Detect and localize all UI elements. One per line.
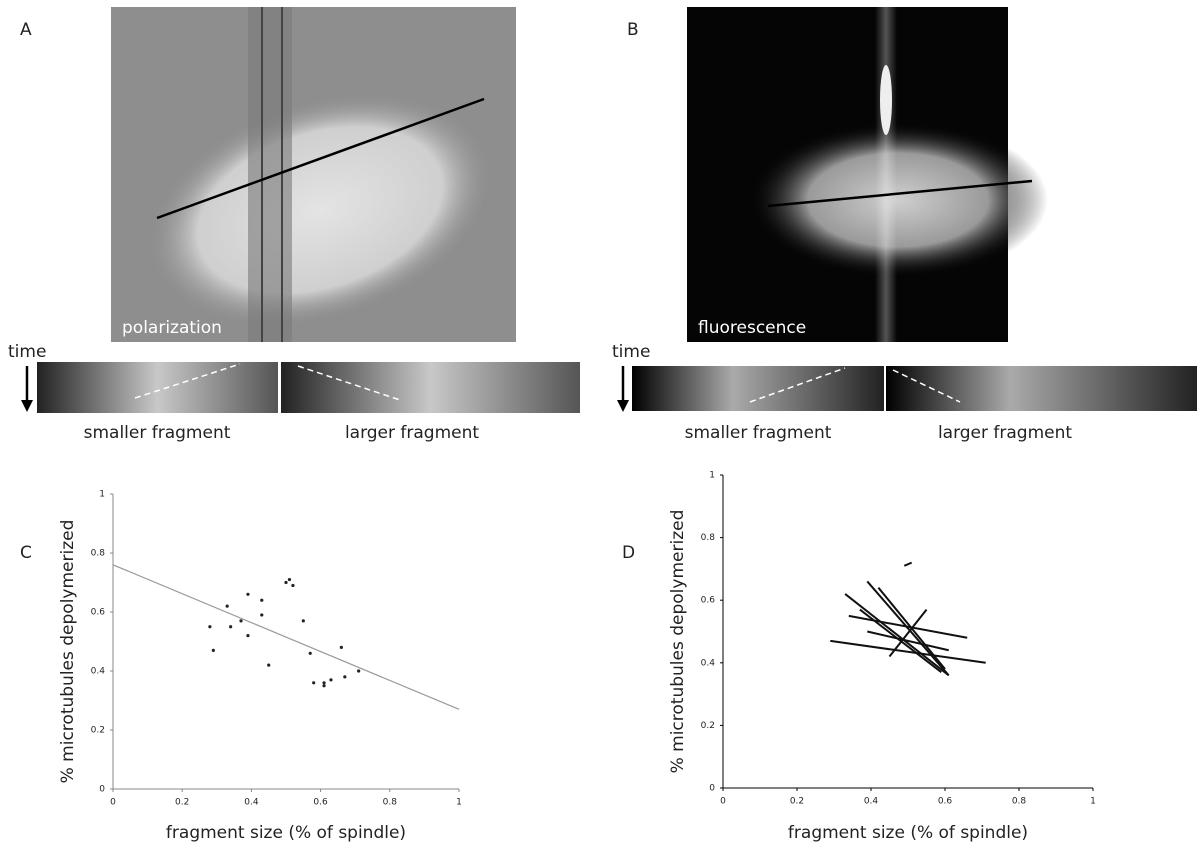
- x-tick-label: 0.6: [938, 797, 953, 807]
- x-tick-label: 0.6: [313, 798, 328, 808]
- x-tick-label: 1: [456, 798, 462, 808]
- y-tick-label: 0.6: [701, 596, 716, 606]
- x-tick-label: 0.8: [1012, 797, 1027, 807]
- fragment-pair-line: [866, 580, 950, 676]
- image-caption: fluorescence: [698, 318, 806, 338]
- fragment-pair-line: [830, 639, 986, 664]
- polarization-image: [111, 7, 516, 342]
- data-point: [339, 645, 343, 650]
- y-tick-label: 1: [709, 471, 715, 481]
- image-caption: polarization: [122, 318, 222, 338]
- kymograph: [632, 366, 1197, 411]
- data-point: [284, 580, 288, 585]
- panel-label: B: [627, 20, 639, 40]
- kymograph-caption: smaller fragment: [685, 423, 832, 443]
- y-tick-label: 0.4: [701, 658, 716, 668]
- fragment-pair-line: [888, 608, 928, 658]
- time-arrow: [617, 366, 629, 412]
- data-point: [260, 613, 264, 617]
- data-point: [260, 598, 264, 602]
- x-tick-label: 0.2: [790, 797, 804, 807]
- y-tick-label: 0.2: [91, 726, 105, 736]
- x-tick-label: 0.8: [383, 798, 398, 808]
- y-tick-label: 0: [99, 785, 105, 795]
- x-tick-label: 0: [720, 797, 726, 807]
- x-tick-label: 0.4: [244, 798, 259, 808]
- data-point: [246, 634, 250, 638]
- y-tick-label: 0.2: [701, 721, 715, 731]
- data-point: [312, 681, 316, 685]
- kymograph-caption: smaller fragment: [84, 423, 231, 443]
- data-point: [239, 619, 243, 623]
- panel-label: D: [622, 543, 635, 563]
- data-point: [291, 583, 295, 588]
- y-tick-label: 0: [709, 784, 715, 794]
- fit-line: [112, 564, 460, 710]
- data-point: [343, 675, 347, 679]
- y-axis-title: % microtubules depolymerized: [668, 510, 688, 774]
- data-point: [267, 663, 271, 667]
- x-axis-title: fragment size (% of spindle): [166, 823, 406, 843]
- y-axis-title: % microtubules depolymerized: [58, 520, 78, 784]
- data-point: [208, 625, 212, 629]
- x-tick-label: 0.4: [864, 797, 879, 807]
- fragment-pair-line: [867, 630, 949, 652]
- data-point: [229, 625, 233, 629]
- time-label: time: [8, 342, 46, 362]
- data-point: [246, 592, 250, 596]
- kymograph-caption: larger fragment: [345, 423, 479, 443]
- panel-label: A: [20, 20, 32, 40]
- data-point: [301, 619, 305, 623]
- data-point: [357, 669, 361, 673]
- data-point: [322, 681, 326, 685]
- kymograph: [37, 362, 580, 413]
- y-tick-label: 0.8: [91, 549, 106, 559]
- data-point: [211, 648, 215, 652]
- x-tick-label: 0: [110, 798, 116, 808]
- x-axis-title: fragment size (% of spindle): [788, 823, 1028, 843]
- y-tick-label: 0.4: [91, 667, 106, 677]
- time-arrow: [21, 366, 33, 412]
- time-label: time: [612, 342, 650, 362]
- kymograph-caption: larger fragment: [938, 423, 1072, 443]
- fluorescence-image: [687, 7, 1048, 342]
- y-tick-label: 1: [99, 490, 105, 500]
- data-point: [308, 651, 312, 655]
- y-tick-label: 0.8: [701, 533, 716, 543]
- y-tick-label: 0.6: [91, 608, 106, 618]
- x-tick-label: 1: [1090, 797, 1096, 807]
- data-point: [329, 678, 333, 682]
- panel-label: C: [20, 543, 32, 563]
- fragment-pair-line: [848, 614, 968, 639]
- data-point: [322, 684, 326, 688]
- data-point: [225, 604, 229, 608]
- fragment-pair-line: [844, 593, 950, 677]
- data-point: [287, 577, 292, 582]
- fragment-pair-line: [903, 561, 913, 567]
- x-tick-label: 0.2: [175, 798, 189, 808]
